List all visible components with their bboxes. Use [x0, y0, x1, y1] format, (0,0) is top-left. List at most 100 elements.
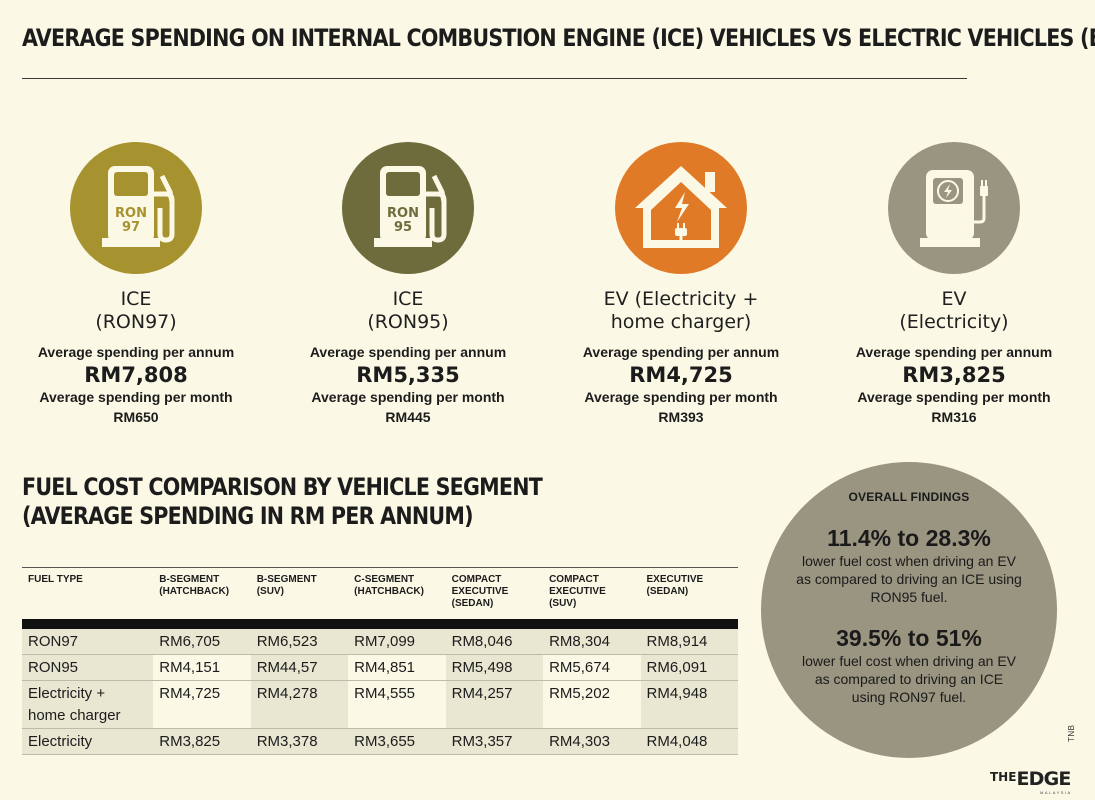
- table-cell: RM6,705: [153, 629, 251, 654]
- table-cell: RM4,257: [445, 681, 544, 728]
- row-fuel-label: RON97: [22, 629, 154, 654]
- card-label-line-1: EV: [941, 288, 967, 310]
- spending-card-ice-ron97: RON 97 ICE (RON97) Average spending per …: [0, 142, 272, 428]
- table-cell: RM8,914: [640, 629, 738, 654]
- ev-charging-station-icon: [920, 170, 988, 247]
- table-cell: RM6,091: [640, 655, 738, 680]
- card-label-line-2: (Electricity): [899, 311, 1009, 333]
- table-cell: RM3,655: [348, 729, 446, 754]
- section-title: FUEL COST COMPARISON BY VEHICLE SEGMENT …: [22, 473, 543, 531]
- table-cell: RM5,674: [549, 659, 610, 676]
- icon-circle: RON 97: [70, 142, 202, 274]
- pump-label-text: RON: [387, 206, 419, 221]
- table-cell: RM8,046: [445, 629, 544, 654]
- card-label-line-1: ICE: [120, 288, 152, 310]
- table-cell: RM7,099: [348, 629, 446, 654]
- finding-description: lower fuel cost when driving an EV as co…: [796, 553, 1022, 605]
- month-value: RM650: [113, 409, 159, 425]
- home-charger-icon: [635, 166, 727, 248]
- table-header: FUEL TYPE B-SEGMENT (HATCHBACK) B-SEGMENT…: [22, 567, 738, 619]
- card-label: EV (Electricity + home charger): [545, 288, 817, 334]
- card-label: ICE (RON97): [0, 288, 272, 334]
- table-cell: RM44,57: [250, 655, 349, 680]
- header-executive-sedan: EXECUTIVE (SEDAN): [646, 574, 704, 597]
- logo-the: THE: [990, 770, 1017, 784]
- title-divider: [22, 78, 967, 79]
- source-credit: TNB: [1067, 724, 1076, 743]
- table-cell: RM5,202: [549, 685, 610, 702]
- fuel-cost-table: FUEL TYPE B-SEGMENT (HATCHBACK) B-SEGMENT…: [22, 567, 738, 755]
- table-cell: RM4,948: [640, 681, 738, 728]
- table-row: RON95 RM4,151 RM44,57 RM4,851 RM5,498 RM…: [22, 655, 738, 681]
- header-compact-executive-suv: COMPACT EXECUTIVE (SUV): [549, 574, 606, 609]
- table-cell: RM4,048: [640, 729, 738, 754]
- spending-card-ev-electricity: EV (Electricity) Average spending per an…: [818, 142, 1090, 428]
- card-label: ICE (RON95): [272, 288, 544, 334]
- card-label: EV (Electricity): [818, 288, 1090, 334]
- table-cell: RM5,498: [445, 655, 544, 680]
- pump-label-number: 97: [122, 220, 140, 235]
- header-b-segment-hatchback: B-SEGMENT (HATCHBACK): [159, 574, 230, 597]
- annum-label: Average spending per annum: [309, 344, 507, 360]
- table-cell: RM4,555: [354, 685, 416, 702]
- finding-percentage: 11.4% to 28.3%: [827, 525, 991, 551]
- month-label: Average spending per month: [857, 389, 1051, 405]
- main-title: AVERAGE SPENDING ON INTERNAL COMBUSTION …: [22, 24, 1095, 52]
- table-cell: RM6,523: [250, 629, 349, 654]
- month-value: RM316: [931, 409, 977, 425]
- header-compact-executive-sedan: COMPACT EXECUTIVE (SEDAN): [451, 574, 509, 609]
- annum-label: Average spending per annum: [582, 344, 780, 360]
- table-header-bar: [22, 619, 738, 629]
- row-fuel-label: Electricity: [22, 729, 154, 754]
- header-c-segment-hatchback: C-SEGMENT (HATCHBACK): [354, 574, 424, 597]
- card-label-line-2: (RON97): [95, 311, 177, 333]
- icon-circle: [615, 142, 747, 274]
- month-value: RM393: [658, 409, 704, 425]
- month-label: Average spending per month: [39, 389, 233, 405]
- section-title-line-2: (AVERAGE SPENDING IN RM PER ANNUM): [22, 502, 474, 530]
- fuel-pump-icon: RON 95: [374, 166, 447, 247]
- annum-label: Average spending per annum: [855, 344, 1053, 360]
- table-cell: RM4,278: [250, 681, 349, 728]
- finding-percentage: 39.5% to 51%: [836, 625, 982, 651]
- section-title-line-1: FUEL COST COMPARISON BY VEHICLE SEGMENT: [22, 473, 543, 501]
- card-label-line-2: (RON95): [367, 311, 449, 333]
- card-label-line-1: ICE: [392, 288, 424, 310]
- table-cell: RM3,357: [445, 729, 544, 754]
- card-label-line-2: home charger): [610, 311, 752, 333]
- fuel-pump-icon: RON 97: [102, 166, 175, 247]
- annum-value: RM3,825: [902, 363, 1006, 387]
- lightning-icon: [675, 192, 689, 222]
- annum-value: RM7,808: [84, 363, 188, 387]
- card-label-line-1: EV (Electricity +: [603, 288, 759, 310]
- spending-card-ice-ron95: RON 95 ICE (RON95) Average spending per …: [272, 142, 544, 428]
- month-label: Average spending per month: [311, 389, 505, 405]
- row-fuel-label: RON95: [22, 655, 154, 680]
- the-edge-logo: THEEDGE: [990, 768, 1071, 790]
- annum-value: RM4,725: [629, 363, 733, 387]
- overall-findings-circle: OVERALL FINDINGS 11.4% to 28.3% lower fu…: [761, 462, 1057, 758]
- table-row: Electricity RM3,825 RM3,378 RM3,655 RM3,…: [22, 729, 738, 755]
- table-row: RON97 RM6,705 RM6,523 RM7,099 RM8,046 RM…: [22, 629, 738, 655]
- row-fuel-label: Electricity + home charger: [22, 681, 154, 728]
- table-cell: RM4,725: [159, 685, 221, 702]
- header-b-segment-suv: B-SEGMENT (SUV): [256, 574, 317, 597]
- table-row: Electricity + home charger RM4,725 RM4,27…: [22, 681, 738, 729]
- findings-title: OVERALL FINDINGS: [848, 490, 970, 504]
- table-cell: RM4,303: [543, 729, 641, 754]
- table-cell: RM4,151: [159, 659, 221, 676]
- annum-value: RM5,335: [356, 363, 460, 387]
- spending-card-ev-home-charger: EV (Electricity + home charger) Average …: [545, 142, 817, 428]
- annum-label: Average spending per annum: [37, 344, 235, 360]
- pump-label-number: 95: [394, 220, 412, 235]
- table-cell: RM3,825: [153, 729, 251, 754]
- month-value: RM445: [385, 409, 431, 425]
- month-label: Average spending per month: [584, 389, 778, 405]
- table-cell: RM8,304: [543, 629, 641, 654]
- icon-circle: RON 95: [342, 142, 474, 274]
- finding-description: lower fuel cost when driving an EV as co…: [802, 653, 1016, 705]
- pump-label-text: RON: [115, 206, 147, 221]
- table-cell: RM3,378: [250, 729, 349, 754]
- logo-edge: EDGE: [1016, 768, 1071, 790]
- logo-subtitle: MALAYSIA: [1040, 790, 1072, 795]
